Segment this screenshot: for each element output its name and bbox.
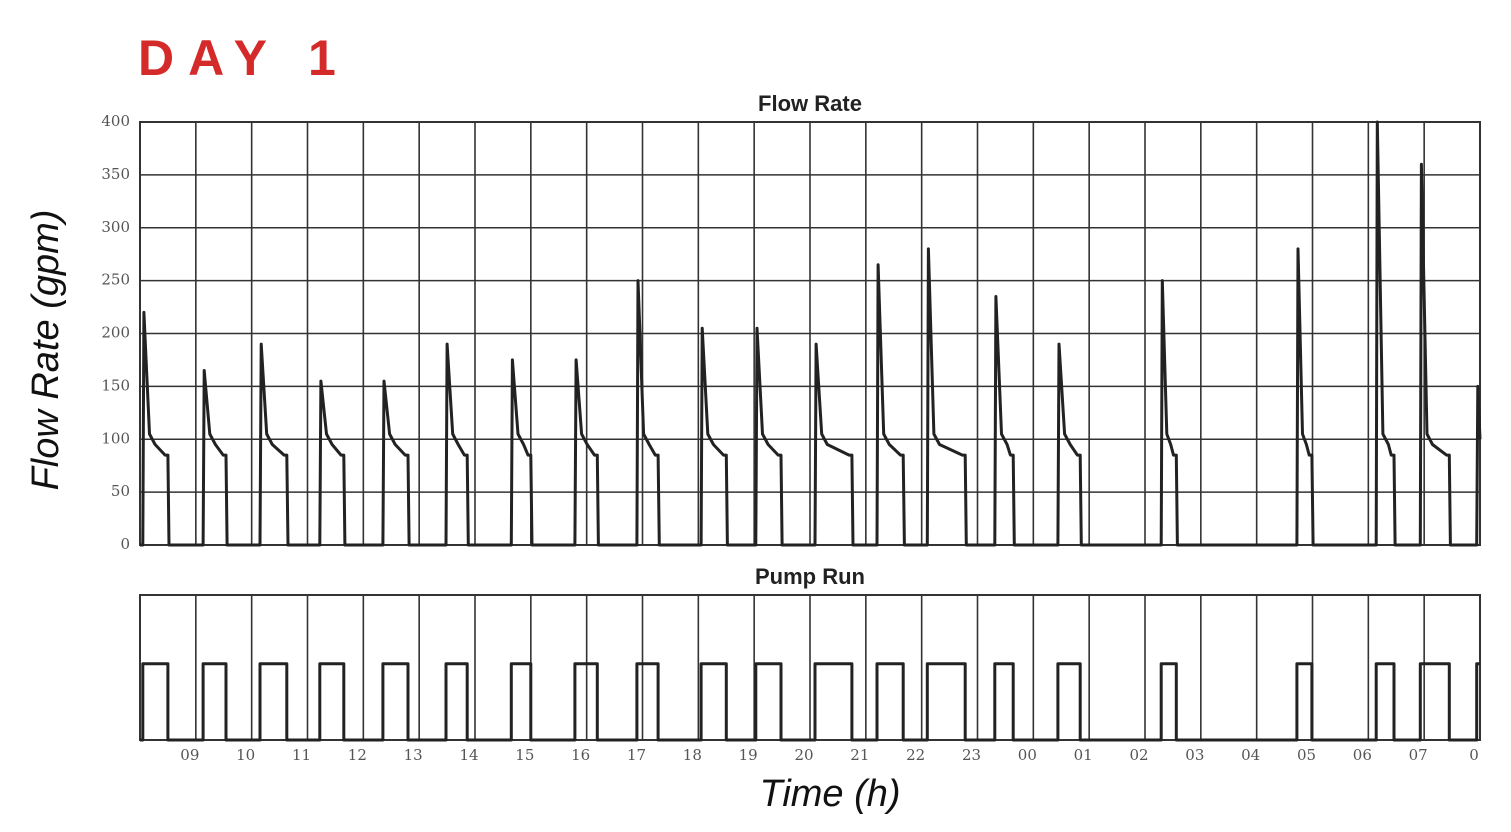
y-tick-label: 350 (101, 165, 130, 183)
data-line (140, 120, 1482, 547)
flow-title: Flow Rate (758, 91, 862, 116)
x-tick-label: 22 (906, 746, 925, 764)
y-tick-label: 150 (101, 376, 130, 394)
x-tick-label: 13 (404, 746, 423, 764)
x-tick-label: 02 (1129, 746, 1148, 764)
day-heading: DAY 1 (138, 30, 350, 86)
x-tick-label: 15 (515, 746, 534, 764)
y-tick-label: 100 (101, 429, 130, 447)
y-tick-label: 200 (101, 324, 130, 342)
x-tick-label: 19 (739, 746, 758, 764)
x-tick-label: 20 (794, 746, 813, 764)
pump-title: Pump Run (755, 564, 865, 589)
x-tick-label: 03 (1185, 746, 1204, 764)
x-axis-label: Time (h) (759, 773, 900, 815)
x-tick-label: 17 (627, 746, 646, 764)
x-tick-label: 18 (683, 746, 702, 764)
x-tick-label: 04 (1241, 746, 1260, 764)
x-tick-label: 09 (180, 746, 199, 764)
y-tick-label: 400 (101, 112, 130, 130)
x-tick-label: 01 (1074, 746, 1093, 764)
y-axis-label: Flow Rate (gpm) (25, 210, 67, 491)
x-tick-label: 23 (962, 746, 981, 764)
y-tick-label: 300 (101, 218, 130, 236)
data-line (140, 662, 1480, 742)
x-tick-label: 14 (459, 746, 478, 764)
x-tick-label: 16 (571, 746, 590, 764)
y-tick-label: 50 (111, 482, 130, 500)
x-tick-label: 12 (348, 746, 367, 764)
y-tick-label: 0 (120, 535, 130, 553)
x-tick-label: 05 (1297, 746, 1316, 764)
y-tick-label: 250 (101, 271, 130, 289)
x-tick-label: 0 (1469, 746, 1479, 764)
x-tick-label: 00 (1018, 746, 1037, 764)
x-tick-label: 10 (236, 746, 255, 764)
x-tick-label: 11 (292, 746, 311, 764)
x-tick-label: 21 (850, 746, 869, 764)
x-tick-label: 06 (1353, 746, 1372, 764)
x-tick-label: 07 (1409, 746, 1428, 764)
